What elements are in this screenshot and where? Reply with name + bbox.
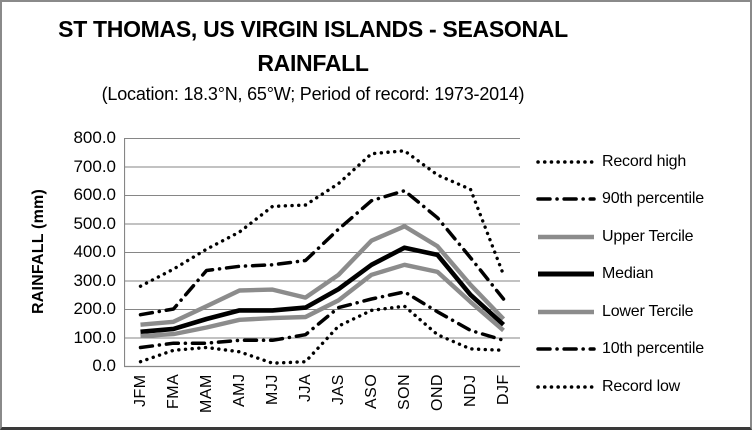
x-tick-label: JJA [296,374,314,403]
series-line-median [140,245,506,335]
series-line-lower-tercile [140,262,505,339]
x-tick-label: OND [428,374,446,412]
x-tick-label: JAS [329,374,347,405]
legend-item: Lower Tercile [536,293,750,331]
legend-swatch-solid [538,309,594,314]
y-tick-label: 200.0 [73,299,116,318]
legend-item: Record high [536,143,750,181]
legend-swatch-dotted [536,160,596,164]
x-tick-label: AMJ [230,374,248,408]
x-tick-label: SON [395,374,413,411]
y-axis-label: RAINFALL (mm) [30,189,47,315]
y-tick-label: 100.0 [73,327,116,347]
legend: Record high 90th percentile Upper Tercile M… [536,143,750,406]
x-tick-label: ASO [362,374,380,410]
y-tick-label: 400.0 [73,242,116,261]
series-line-90th-percentile [138,188,506,317]
chart-title: ST THOMAS, US VIRGIN ISLANDS - SEASONAL … [58,16,568,76]
legend-item: Record low [536,368,750,406]
series-line-record-high [138,149,506,288]
legend-swatch-dashdot [536,197,596,201]
legend-swatch-dotted [536,385,596,389]
x-tick-label: NDJ [461,374,479,407]
series-line-upper-tercile [140,224,506,327]
legend-swatch-dashdot [536,347,596,351]
y-tick-label: 800.0 [73,128,116,147]
legend-label: Record high [602,152,687,170]
legend-item: 10th percentile [536,331,750,369]
legend-label: Lower Tercile [602,302,694,320]
y-tick-label: 500.0 [73,213,116,233]
legend-label: 10th percentile [602,340,704,358]
series-line-10th-percentile [138,290,506,350]
legend-label: Upper Tercile [602,227,694,245]
legend-item: Median [536,256,750,294]
legend-swatch-solid [538,271,594,277]
legend-label: Record low [602,377,681,395]
legend-swatch-solid [538,234,594,239]
y-tick-label: 0.0 [92,356,116,375]
legend-item: 90th percentile [536,181,750,219]
y-tick-label: 300.0 [73,270,116,290]
series-line-record-low [138,304,506,365]
legend-label: 90th percentile [602,190,704,208]
chart-subtitle: (Location: 18.3°N, 65°W; Period of recor… [101,84,525,104]
x-tick-label: MAM [197,374,215,413]
x-tick-label: JFM [131,374,149,407]
x-tick-label: MJJ [263,374,281,405]
legend-label: Median [602,265,654,283]
x-tick-label: DJF [494,374,512,405]
y-tick-label: 600.0 [73,185,116,204]
x-tick-label: FMA [164,374,182,410]
plot-area [124,138,520,368]
y-tick-label: 700.0 [73,156,116,176]
legend-item: Upper Tercile [536,218,750,256]
